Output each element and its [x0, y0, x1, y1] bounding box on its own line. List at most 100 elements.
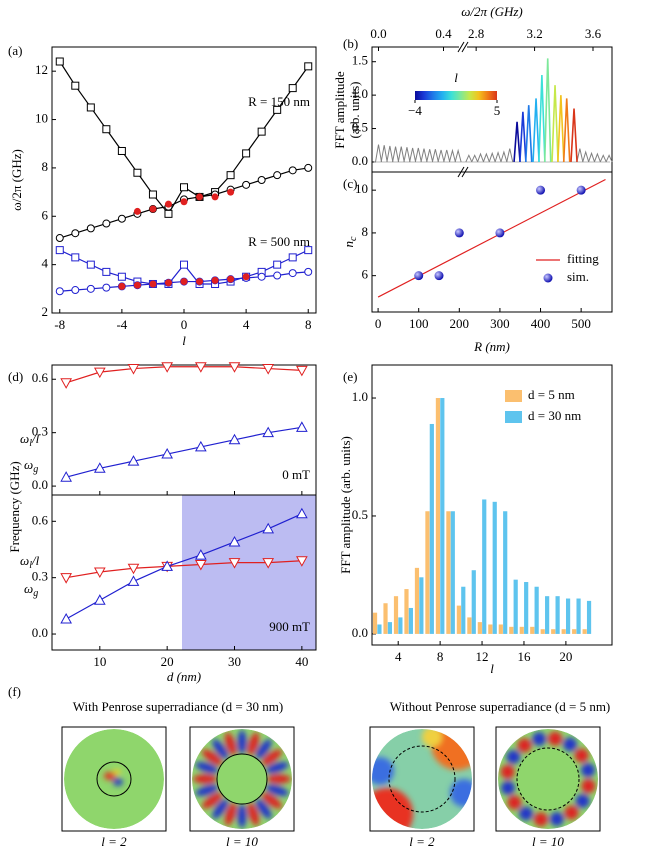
spectrum-peak — [543, 58, 552, 162]
spectrum-peak — [471, 154, 479, 163]
marker — [102, 125, 111, 134]
bar — [498, 624, 503, 634]
y-tick-label: 6 — [362, 267, 369, 282]
marker — [127, 575, 140, 586]
marker — [288, 166, 297, 175]
marker — [304, 163, 313, 172]
y-tick-label: 0.6 — [32, 370, 49, 385]
legend-label: sim. — [567, 269, 589, 284]
bar — [419, 577, 424, 634]
marker — [133, 281, 141, 289]
blob — [563, 737, 578, 752]
x-axis-label: l — [490, 661, 494, 676]
series-label-tail: /l — [31, 553, 40, 568]
series-label: ωg — [24, 581, 38, 599]
blob — [193, 774, 217, 784]
blob — [532, 731, 547, 746]
blob — [224, 802, 237, 826]
marker — [576, 185, 586, 195]
marker — [304, 267, 313, 276]
marker — [148, 190, 157, 199]
spectrum-peak — [454, 148, 462, 163]
marker — [227, 188, 235, 196]
spectrum-peak — [482, 152, 490, 163]
panel-label: (d) — [8, 369, 23, 384]
spectrum-peak — [605, 154, 613, 163]
marker — [180, 278, 188, 286]
bar — [576, 598, 581, 634]
legend-label: fitting — [567, 251, 599, 266]
x-tick-label: 300 — [490, 316, 510, 331]
x-tick-label: 8 — [437, 649, 444, 664]
marker — [257, 272, 266, 281]
spectrum-peak — [599, 154, 607, 163]
y-axis-label-main: ω/2π (GHz) — [9, 149, 24, 211]
marker — [55, 246, 64, 255]
panel-label: (e) — [343, 369, 357, 384]
marker — [273, 105, 282, 114]
marker — [127, 364, 140, 375]
bar — [461, 586, 466, 634]
marker — [296, 556, 308, 567]
series-line — [65, 426, 302, 478]
legend-label: d = 30 nm — [528, 408, 581, 423]
x-tick-label: 16 — [517, 649, 531, 664]
x-tick-label: 12 — [476, 649, 489, 664]
x-tick-label: 500 — [571, 316, 591, 331]
marker — [161, 448, 174, 459]
bar — [555, 596, 560, 634]
spectrum-peak — [494, 150, 502, 163]
marker — [194, 440, 207, 452]
inner-disk — [517, 748, 579, 810]
marker — [93, 367, 106, 379]
marker — [161, 560, 174, 571]
y-tick-label: 0.5 — [352, 507, 368, 522]
spectrum-peak — [582, 150, 590, 163]
blob — [195, 761, 219, 774]
bar — [503, 511, 508, 634]
marker — [161, 362, 174, 373]
marker — [71, 229, 80, 238]
colorbar-tick-label: −4 — [408, 103, 422, 118]
x-tick-label: 100 — [409, 316, 429, 331]
series-label-main: ω — [20, 431, 29, 446]
bar — [456, 605, 461, 634]
series-line — [65, 513, 303, 620]
bar — [545, 596, 550, 634]
blob — [506, 749, 521, 764]
x-tick-label: 20 — [161, 654, 174, 669]
marker — [194, 362, 207, 373]
marker — [196, 193, 204, 201]
y-tick-label: 1.0 — [352, 86, 368, 101]
x-tick-label: -4 — [116, 317, 127, 332]
blob — [237, 730, 247, 754]
legend-swatch — [505, 390, 522, 402]
blob — [113, 769, 121, 775]
bar — [530, 626, 535, 634]
plot-frame — [51, 364, 317, 496]
y-tick-label: 10 — [35, 111, 48, 126]
marker — [242, 273, 250, 281]
mode-blobs — [104, 769, 123, 786]
spectrum-peak — [437, 149, 445, 163]
marker — [454, 228, 464, 238]
disk — [64, 729, 164, 829]
x2-tick-label: 0.4 — [435, 26, 452, 41]
marker — [60, 573, 72, 584]
marker — [86, 260, 95, 269]
series-label-sub: g — [33, 588, 38, 599]
blob — [202, 792, 223, 809]
blob — [518, 806, 533, 821]
spectrum-peak — [414, 147, 422, 163]
series-label: ωl/l — [20, 431, 40, 449]
spectrum-peak — [538, 75, 546, 163]
y-axis-label-main: FFT amplitude (arb. units) — [338, 436, 353, 574]
spectrum-peak — [375, 144, 382, 163]
annotation: 0 mT — [282, 467, 310, 482]
panel-label: (c) — [343, 176, 357, 191]
marker — [60, 612, 72, 624]
x-tick-label: 20 — [559, 649, 572, 664]
x-tick-label: 0 — [375, 316, 382, 331]
blob — [517, 738, 532, 753]
marker — [93, 567, 106, 579]
